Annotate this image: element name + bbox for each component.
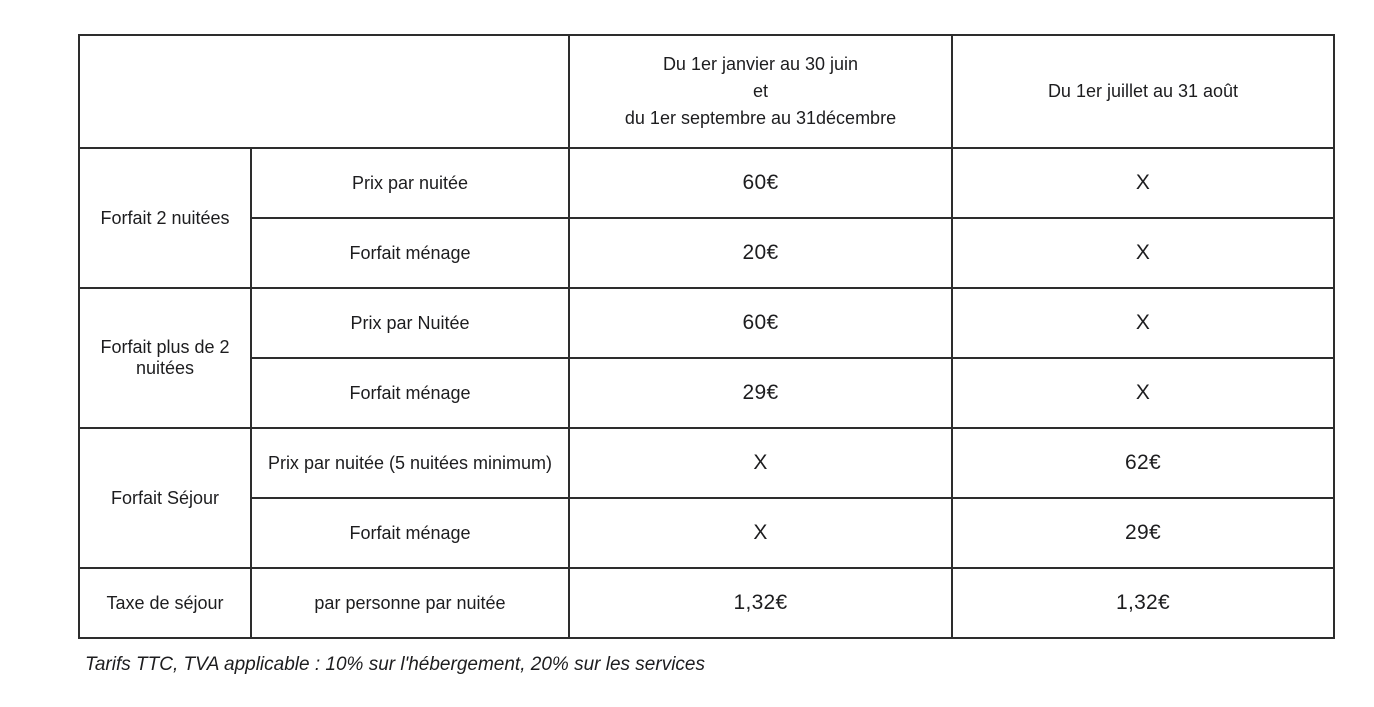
row-label: Forfait ménage	[250, 357, 570, 429]
period-header-line: Du 1er janvier au 30 juin	[662, 54, 859, 74]
price-cell: 1,32€	[568, 567, 953, 639]
table-row: Taxe de séjour par personne par nuitée 1…	[78, 567, 1335, 639]
period-header-line: du 1er septembre au 31décembre	[624, 108, 897, 128]
period-header-line: et	[752, 81, 768, 101]
price-cell: X	[951, 147, 1335, 219]
table-row: Forfait ménage 20€ X	[79, 217, 1335, 289]
table-row: Forfait ménage X 29€	[79, 497, 1335, 569]
group-label-taxe-de-sejour: Taxe de séjour	[78, 567, 252, 639]
pricing-table: Du 1er janvier au 30 juin et du 1er sept…	[78, 34, 1335, 639]
row-label: Prix par Nuitée	[250, 287, 570, 359]
row-label: Forfait ménage	[250, 217, 570, 289]
group-label-forfait-2-nuitees: Forfait 2 nuitées	[78, 147, 252, 289]
period-header-low-season: Du 1er janvier au 30 juin et du 1er sept…	[568, 34, 953, 149]
group-label-forfait-plus-2-nuitees: Forfait plus de 2 nuitées	[78, 287, 252, 429]
tax-footnote: Tarifs TTC, TVA applicable : 10% sur l'h…	[85, 654, 705, 675]
price-cell: 60€	[568, 147, 953, 219]
row-label: Forfait ménage	[250, 497, 570, 569]
price-cell: X	[951, 357, 1335, 429]
header-row: Du 1er janvier au 30 juin et du 1er sept…	[78, 34, 1335, 149]
group-label-forfait-sejour: Forfait Séjour	[78, 427, 252, 569]
table-row: Forfait Séjour Prix par nuitée (5 nuitée…	[78, 427, 1335, 569]
table-row: Forfait ménage 29€ X	[79, 357, 1335, 429]
row-label: par personne par nuitée	[250, 567, 570, 639]
price-cell: X	[951, 217, 1335, 289]
table-row: Forfait plus de 2 nuitées Prix par Nuité…	[78, 287, 1335, 429]
table-row: Forfait 2 nuitées Prix par nuitée 60€ X	[78, 147, 1335, 289]
period-header-high-season: Du 1er juillet au 31 août	[951, 34, 1335, 149]
row-label: Prix par nuitée (5 nuitées minimum)	[250, 427, 570, 499]
row-label: Prix par nuitée	[250, 147, 570, 219]
header-spacer	[78, 34, 570, 149]
price-cell: X	[568, 427, 953, 499]
price-cell: 20€	[568, 217, 953, 289]
price-cell: 29€	[568, 357, 953, 429]
price-cell: X	[951, 287, 1335, 359]
price-cell: X	[568, 497, 953, 569]
price-cell: 60€	[568, 287, 953, 359]
price-cell: 1,32€	[951, 567, 1335, 639]
price-cell: 62€	[951, 427, 1335, 499]
price-cell: 29€	[951, 497, 1335, 569]
